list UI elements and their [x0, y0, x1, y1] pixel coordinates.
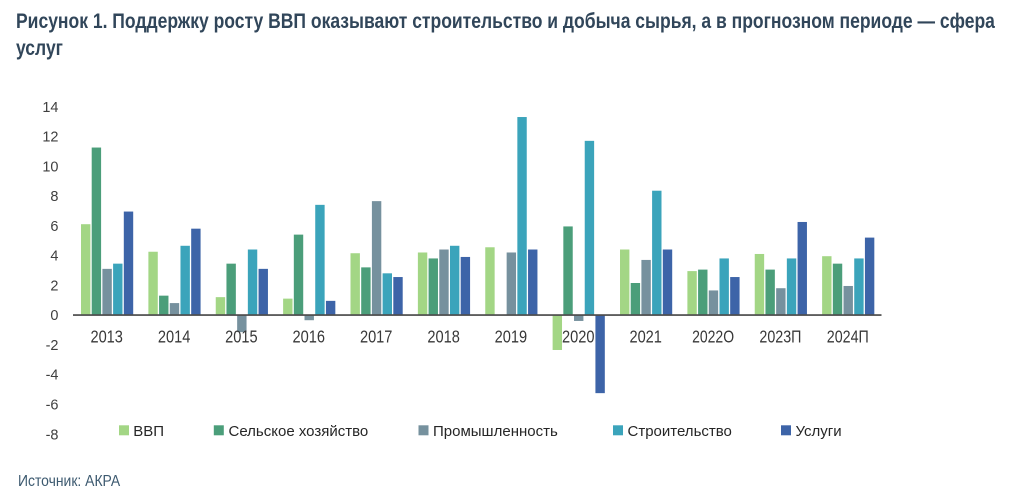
svg-text:6: 6	[50, 219, 58, 235]
svg-text:2016: 2016	[293, 327, 326, 347]
svg-text:12: 12	[42, 130, 58, 146]
svg-text:2015: 2015	[225, 327, 258, 347]
svg-text:2023П: 2023П	[759, 327, 801, 347]
svg-text:2013: 2013	[90, 327, 123, 347]
svg-text:10: 10	[42, 159, 58, 175]
svg-text:2017: 2017	[360, 327, 393, 347]
svg-text:-4: -4	[46, 368, 59, 384]
svg-text:2020: 2020	[562, 327, 595, 347]
svg-text:2018: 2018	[427, 327, 460, 347]
svg-text:14: 14	[42, 100, 58, 116]
svg-text:2: 2	[50, 278, 58, 294]
svg-text:2024П: 2024П	[827, 327, 869, 347]
svg-text:-2: -2	[46, 338, 59, 354]
svg-text:2019: 2019	[495, 327, 528, 347]
svg-text:4: 4	[50, 249, 58, 265]
svg-text:-6: -6	[46, 398, 59, 414]
svg-text:8: 8	[50, 189, 58, 205]
svg-text:2014: 2014	[158, 327, 191, 347]
svg-text:Услуги: Услуги	[796, 423, 842, 440]
svg-text:0: 0	[50, 308, 58, 324]
svg-text:Строительство: Строительство	[628, 423, 732, 440]
svg-text:Сельское хозяйство: Сельское хозяйство	[229, 423, 369, 440]
svg-text:Промышленность: Промышленность	[433, 423, 558, 440]
svg-text:-8: -8	[46, 427, 59, 443]
svg-text:2022О: 2022О	[692, 327, 734, 347]
svg-text:ВВП: ВВП	[133, 423, 164, 440]
svg-text:2021: 2021	[629, 327, 662, 347]
